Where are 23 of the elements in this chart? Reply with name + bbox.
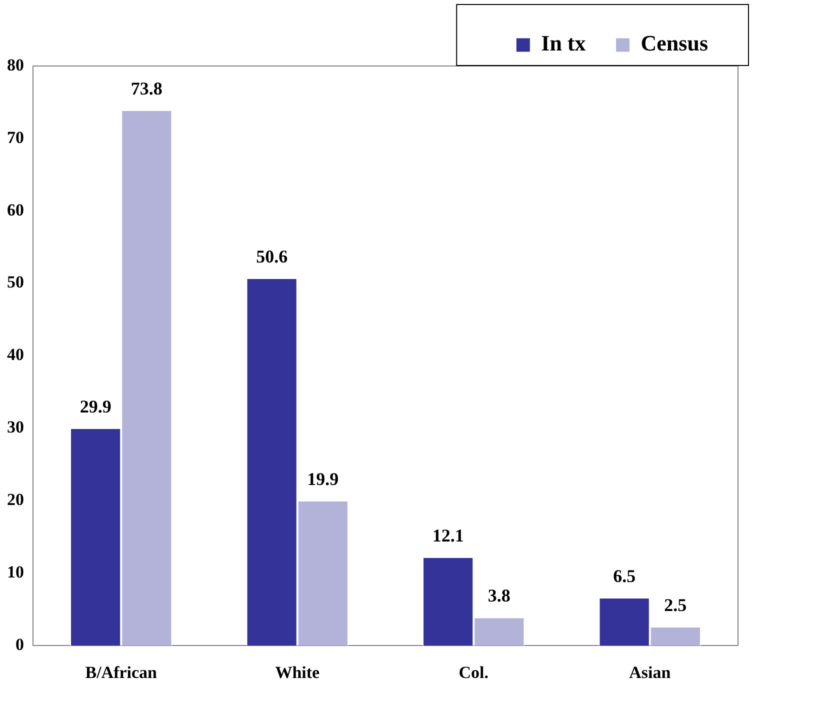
- y-tick-label: 0: [16, 634, 24, 654]
- data-label: 2.5: [664, 595, 687, 616]
- data-label: 29.9: [80, 396, 112, 417]
- legend-label: In tx: [541, 30, 586, 56]
- x-tick-label: Asian: [629, 663, 672, 682]
- y-tick-label: 40: [7, 345, 24, 364]
- legend-label: Census: [640, 30, 708, 56]
- y-tick-label: 60: [7, 200, 24, 220]
- y-tick-label: 10: [7, 562, 24, 582]
- y-tick-label: 80: [7, 55, 24, 74]
- data-label: 50.6: [256, 246, 288, 267]
- data-label: 12.1: [432, 526, 464, 546]
- x-tick-label: Col.: [458, 663, 488, 682]
- data-label: 19.9: [307, 469, 339, 490]
- data-label: 3.8: [488, 586, 510, 606]
- x-tick-label: B/African: [85, 663, 158, 682]
- data-label: 73.8: [130, 78, 162, 99]
- y-tick-label: 30: [7, 418, 24, 437]
- y-tick-label: 70: [7, 128, 24, 147]
- y-tick-label: 20: [7, 490, 24, 510]
- y-tick-label: 50: [7, 272, 24, 292]
- x-tick-label: White: [275, 663, 320, 682]
- data-label: 6.5: [613, 566, 636, 586]
